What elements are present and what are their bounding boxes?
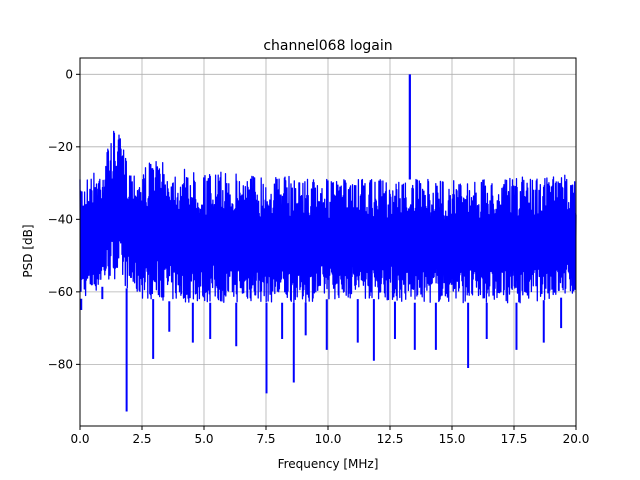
x-tick-label: 5.0	[194, 432, 213, 446]
y-axis-ticks: 0 −20 −40 −60 −80	[48, 67, 80, 371]
y-tick-label: 0	[65, 67, 73, 81]
x-tick-label: 20.0	[563, 432, 590, 446]
y-tick-label: −40	[48, 212, 73, 226]
y-axis-label: PSD [dB]	[21, 224, 35, 277]
y-tick-label: −80	[48, 357, 73, 371]
y-tick-label: −20	[48, 140, 73, 154]
psd-trace	[79, 130, 577, 304]
x-tick-label: 7.5	[256, 432, 275, 446]
x-tick-label: 10.0	[315, 432, 342, 446]
x-tick-label: 15.0	[439, 432, 466, 446]
y-tick-label: −60	[48, 285, 73, 299]
x-axis-ticks: 0.0 2.5 5.0 7.5 10.0 12.5 15.0 17.5 20.0	[70, 426, 589, 446]
x-tick-label: 0.0	[70, 432, 89, 446]
plot-area: 0.0 2.5 5.0 7.5 10.0 12.5 15.0 17.5 20.0 0 −20 −40…	[48, 57, 589, 446]
x-tick-label: 12.5	[377, 432, 404, 446]
x-tick-label: 17.5	[501, 432, 528, 446]
x-tick-label: 2.5	[132, 432, 151, 446]
chart-title: channel068 logain	[263, 38, 392, 54]
x-axis-label: Frequency [MHz]	[278, 457, 379, 471]
data-layer	[79, 74, 577, 412]
